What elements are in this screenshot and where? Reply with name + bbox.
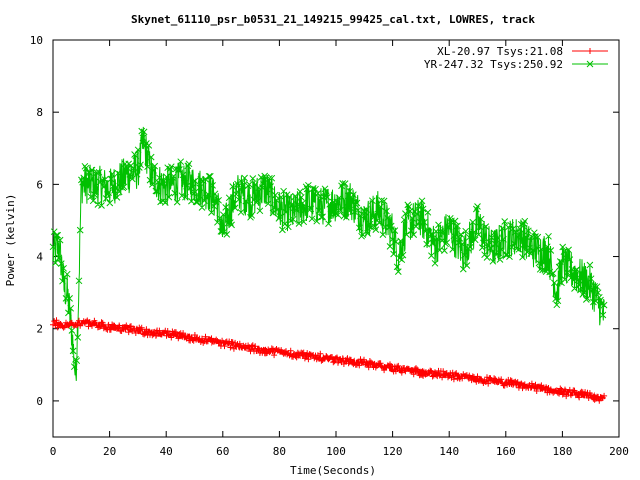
y-tick-label: 0	[36, 395, 43, 408]
x-tick-label: 40	[160, 445, 173, 458]
x-tick-label: 100	[326, 445, 346, 458]
x-tick-label: 20	[103, 445, 116, 458]
x-tick-label: 120	[383, 445, 403, 458]
x-tick-label: 0	[50, 445, 57, 458]
x-tick-label: 60	[216, 445, 229, 458]
y-tick-label: 4	[36, 251, 43, 264]
x-tick-label: 180	[552, 445, 572, 458]
x-tick-label: 140	[439, 445, 459, 458]
x-tick-label: 80	[273, 445, 286, 458]
x-axis-label: Time(Seconds)	[290, 464, 376, 477]
y-tick-label: 10	[30, 34, 43, 47]
x-tick-label: 200	[609, 445, 629, 458]
plot-area: 0 20 40 60 80 100 120 140 160 180 200 0 2 4 6 8 10 XL-20.…	[30, 34, 629, 458]
chart-title: Skynet_61110_psr_b0531_21_149215_99425_c…	[131, 13, 535, 26]
x-tick-label: 160	[496, 445, 516, 458]
y-tick-label: 8	[36, 106, 43, 119]
series-0	[50, 317, 608, 404]
series-1	[49, 126, 608, 381]
series-markers	[49, 127, 608, 371]
y-tick-label: 6	[36, 178, 43, 191]
series-line	[52, 126, 606, 381]
y-tick-label: 2	[36, 323, 43, 336]
legend-label: YR-247.32 Tsys:250.92	[424, 58, 563, 71]
legend-marker	[586, 60, 594, 68]
series-markers	[50, 317, 608, 404]
legend-label: XL-20.97 Tsys:21.08	[437, 45, 563, 58]
y-axis-label: Power (kelvin)	[4, 194, 17, 287]
legend-marker	[587, 48, 593, 54]
